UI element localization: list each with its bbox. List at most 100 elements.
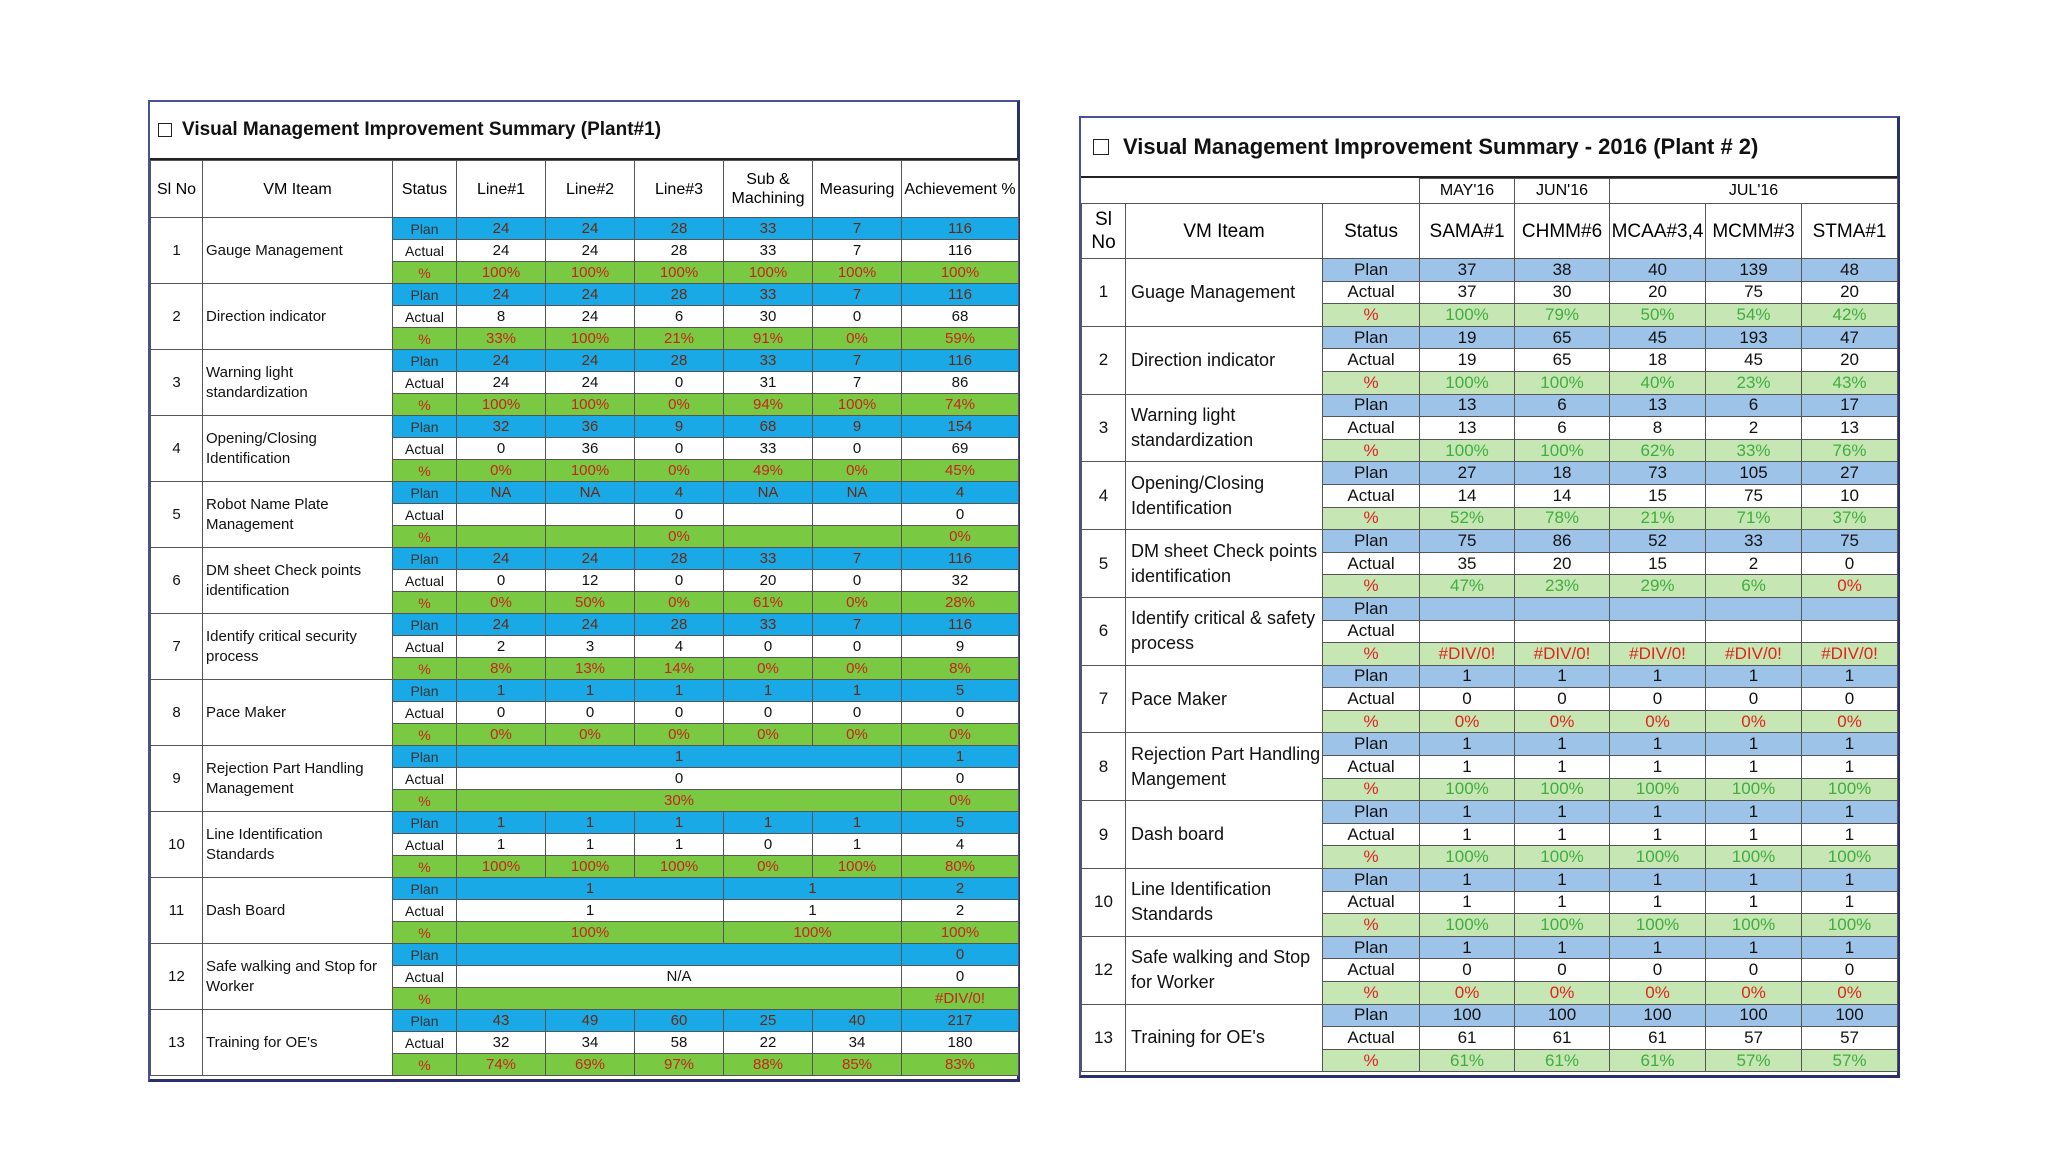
plan-value: 100 [1801, 1003, 1899, 1028]
table-row-percent: % 8% 13% 14% 0% 0% 8% [151, 657, 1019, 680]
table-row-plan: 1 Gauge Management Plan 24 24 28 33 7 116 [150, 217, 1019, 284]
actual-value: 0 [456, 701, 546, 724]
table-row-plan: 1 Guage Management Plan 37 38 40 139 48 [1081, 258, 1899, 327]
table-row-actual: Actual 1 1 1 1 1 [1082, 755, 1899, 779]
pct-value: 100% [545, 855, 635, 878]
pct-value: 100% [1609, 777, 1707, 802]
vm-item-name: Guage Management [1125, 258, 1323, 327]
plan-value: 1 [1419, 935, 1516, 960]
column-header: VM Iteam [202, 160, 393, 218]
actual-value: 0 [1801, 551, 1899, 576]
table-row-actual: Actual 24 24 28 33 7 116 [151, 239, 1019, 262]
pct-value: 21% [1609, 506, 1707, 531]
actual-value: 18 [1609, 348, 1707, 372]
vm-item-name: Direction indicator [202, 283, 393, 350]
status-plan: Plan [1321, 1003, 1421, 1028]
status-plan: Plan [1321, 258, 1421, 282]
status-actual: Actual [1321, 483, 1421, 508]
actual-value: 1 [545, 833, 635, 856]
plan-value: 116 [901, 349, 1019, 372]
plan-value: 4 [901, 481, 1019, 504]
plan-value: 37 [1419, 258, 1516, 282]
pct-value: 100% [1419, 303, 1516, 327]
pct-value: 100% [812, 855, 902, 878]
plan-value: 18 [1514, 461, 1611, 485]
plan-value: 4 [634, 481, 724, 504]
pct-value: 49% [723, 459, 813, 482]
status-percent: % [1321, 506, 1421, 531]
actual-value: 1 [723, 899, 902, 922]
plan-value: 1 [1514, 935, 1611, 960]
status-percent: % [392, 261, 457, 284]
plan-value: 75 [1801, 529, 1899, 553]
plan-value: 193 [1705, 325, 1803, 350]
row-number: 12 [150, 943, 203, 1010]
plan-value: 13 [1419, 393, 1516, 418]
pct-value: 100% [1514, 438, 1611, 463]
pct-value: 0% [456, 591, 546, 614]
column-header: Line#1 [456, 160, 546, 218]
table-row-percent: % 100% 100% 62% 33% 76% [1082, 438, 1899, 463]
actual-value: 37 [1419, 280, 1516, 305]
actual-value: 0 [634, 371, 724, 394]
plan-value: 1 [456, 679, 546, 702]
status-plan: Plan [392, 415, 457, 438]
status-plan: Plan [1321, 325, 1421, 350]
pct-value: 100% [456, 921, 724, 944]
actual-value: 2 [1705, 416, 1803, 440]
actual-value: 13 [1419, 416, 1516, 440]
row-number: 2 [150, 283, 203, 350]
pct-value: 100% [456, 261, 546, 284]
actual-value: 20 [1801, 348, 1899, 372]
pct-value: 8% [901, 657, 1019, 680]
actual-total: 2 [901, 899, 1019, 922]
actual-value [545, 503, 635, 526]
pct-value: 100% [1705, 845, 1803, 870]
plan-value: 33 [723, 283, 813, 306]
pct-value: 100% [456, 855, 546, 878]
plan-value: 49 [545, 1009, 635, 1032]
plan-value: 1 [1419, 664, 1516, 689]
plan-value: 33 [723, 547, 813, 570]
plan-value: 28 [634, 547, 724, 570]
status-actual: Actual [392, 569, 457, 592]
row-number: 13 [150, 1009, 203, 1076]
row-number: 7 [150, 613, 203, 680]
plan-value: 7 [812, 547, 902, 570]
pct-value: 80% [901, 855, 1019, 878]
pct-value: 43% [1801, 370, 1899, 395]
pct-value: 97% [634, 1053, 724, 1076]
table-row-plan: 13 Training for OE's Plan 43 49 60 25 40 217 [150, 1009, 1019, 1076]
status-percent: % [1321, 1048, 1421, 1073]
pct-value [723, 525, 813, 548]
table-row-plan: 11 Dash Board Plan 1 1 2 [150, 877, 1019, 944]
table-row-percent: % 100% 100% 40% 23% 43% [1082, 370, 1899, 395]
status-actual: Actual [1321, 348, 1421, 372]
pct-value: 0% [1801, 709, 1899, 734]
pct-value: 100% [1801, 845, 1899, 870]
status-plan: Plan [392, 613, 457, 636]
status-actual: Actual [1321, 687, 1421, 711]
vm-item-name: Opening/Closing Identification [202, 415, 393, 482]
table-row-actual: Actual 1 1 1 1 1 [1082, 890, 1899, 915]
column-header: Measuring [812, 160, 902, 218]
actual-value: 8 [1609, 416, 1707, 440]
table-row-actual: Actual 0 12 0 20 0 32 [151, 569, 1019, 592]
pct-value: 100% [545, 327, 635, 350]
table-row-plan: 7 Pace Maker Plan 1 1 1 1 1 [1081, 664, 1899, 734]
column-header: Sub & Machining [723, 160, 813, 218]
plan-value: 19 [1419, 325, 1516, 350]
actual-value: 13 [1801, 416, 1899, 440]
status-percent: % [392, 657, 457, 680]
status-plan: Plan [1321, 664, 1421, 689]
actual-value: 1 [1419, 755, 1516, 779]
status-percent: % [1321, 709, 1421, 734]
vm-item-name: Robot Name Plate Management [202, 481, 393, 548]
plan-value: 1 [812, 811, 902, 834]
plan-value: 1 [1514, 868, 1611, 892]
actual-value: 1 [1609, 822, 1707, 847]
plan-value: 1 [1705, 935, 1803, 960]
plan-value: 1 [1801, 800, 1899, 824]
status-plan: Plan [1321, 393, 1421, 418]
vm-item-name: Training for OE's [202, 1009, 393, 1076]
